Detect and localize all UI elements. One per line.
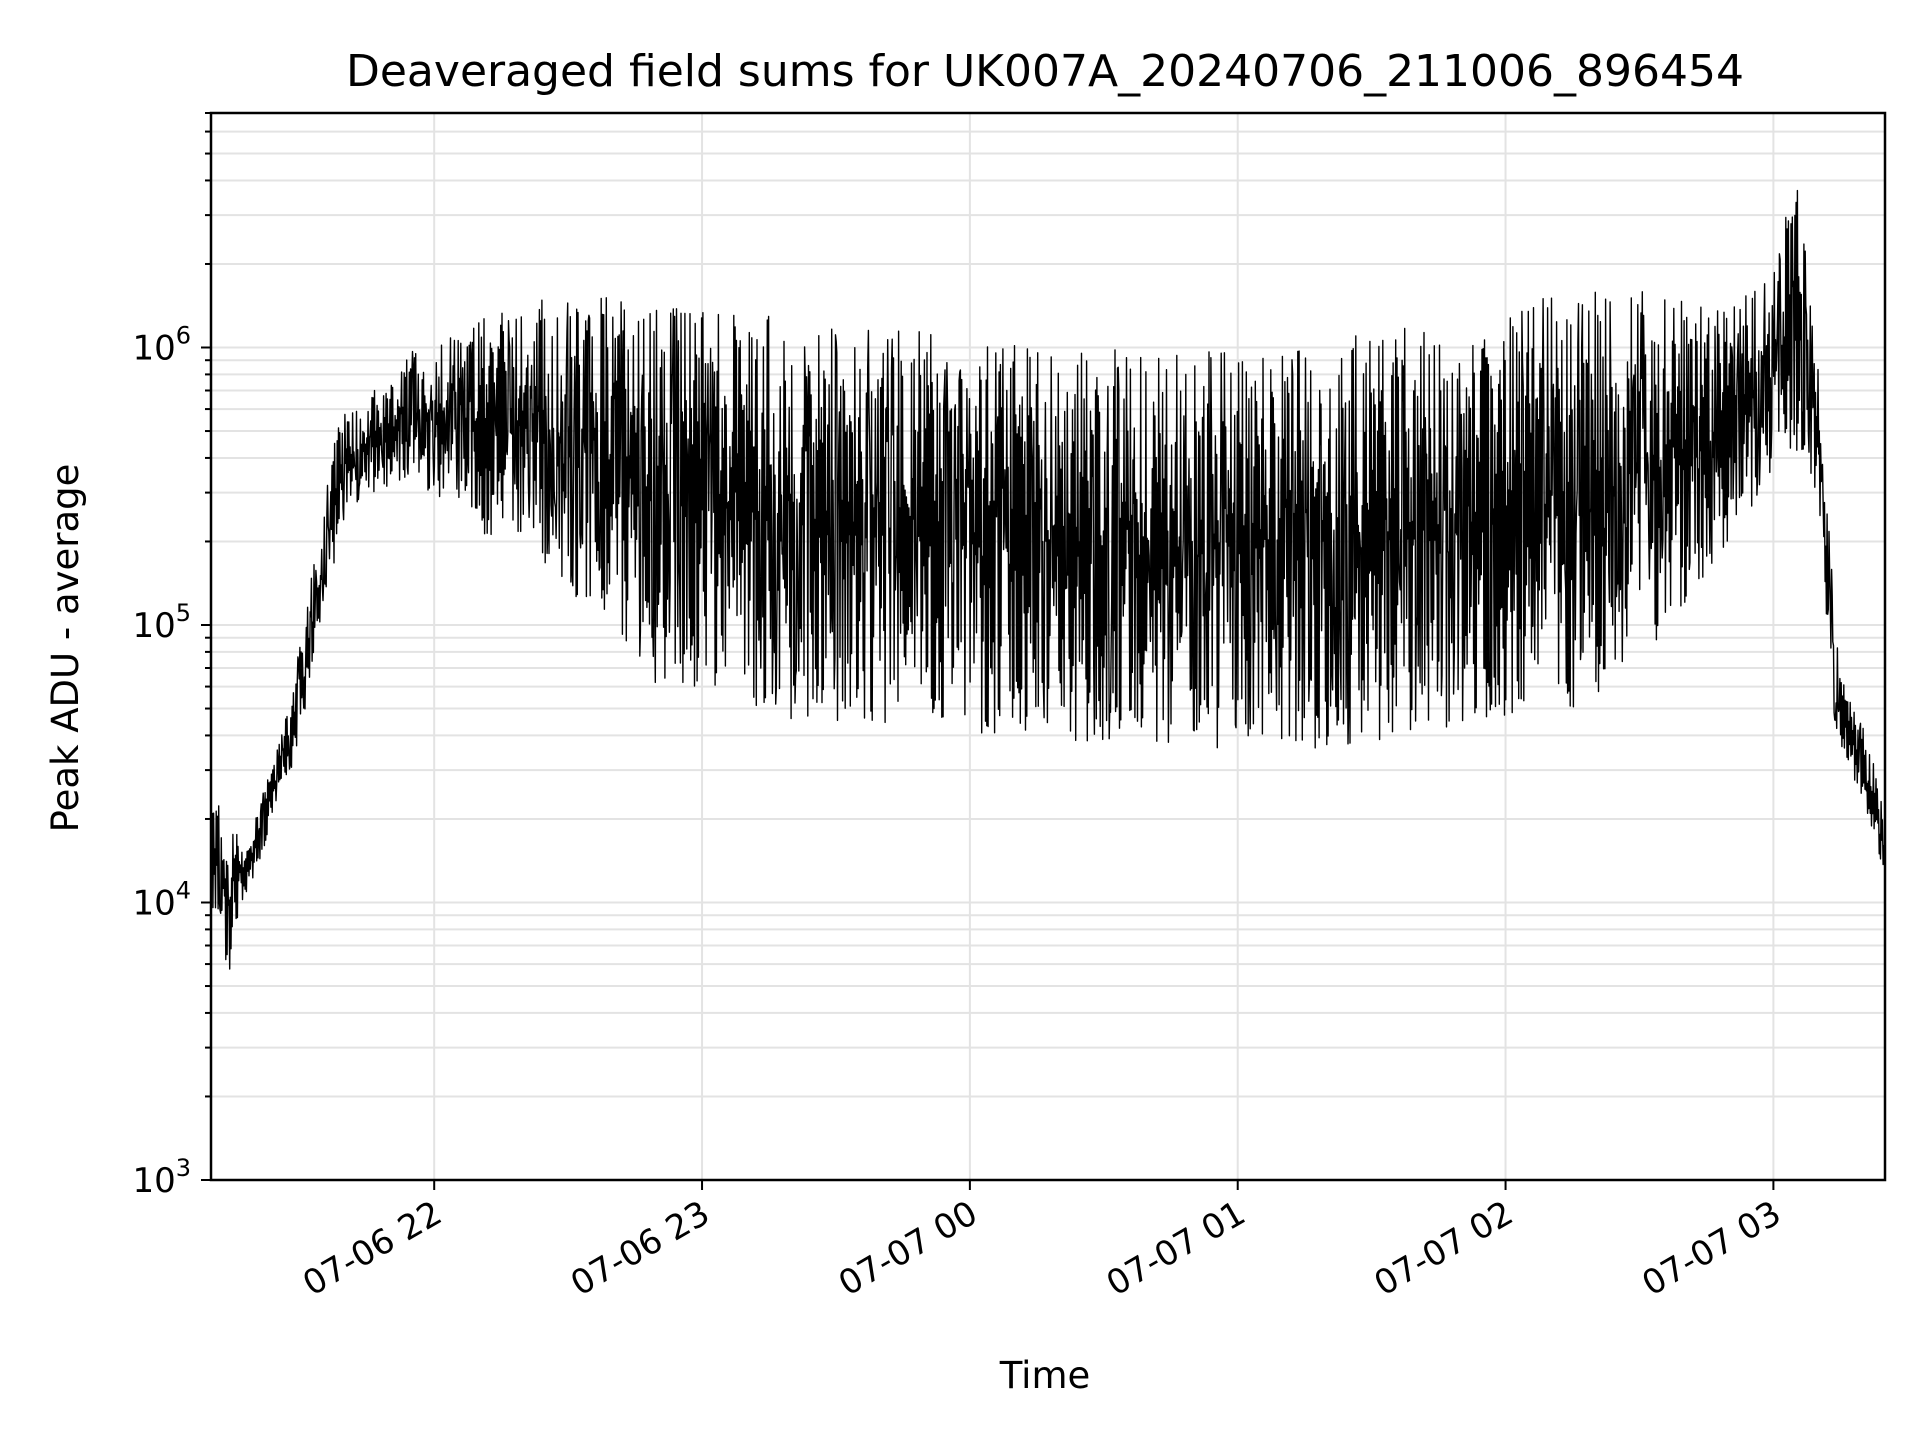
y-axis-label: Peak ADU - average — [44, 464, 87, 833]
plot-frame — [209, 111, 1887, 1182]
y-tick-label: 103 — [132, 1154, 191, 1201]
y-tick-label: 105 — [132, 599, 191, 646]
x-tick-label: 07-07 00 — [832, 1193, 984, 1304]
x-tick-label: 07-06 23 — [564, 1193, 716, 1304]
chart-title: Deaveraged field sums for UK007A_2024070… — [346, 46, 1744, 97]
x-tick-label: 07-06 22 — [296, 1193, 448, 1304]
y-axis: 103 104 105 106 — [132, 112, 211, 1201]
x-tick-label: 07-07 02 — [1368, 1193, 1520, 1304]
x-tick-label: 07-07 01 — [1100, 1193, 1252, 1304]
x-tick-label: 07-07 03 — [1636, 1193, 1788, 1304]
data-series — [210, 189, 1886, 970]
x-axis-label: Time — [999, 1354, 1091, 1397]
y-tick-label: 106 — [132, 322, 191, 369]
y-tick-label: 104 — [132, 877, 191, 924]
series-line — [210, 189, 1886, 970]
x-axis: 07-06 22 07-06 23 07-07 00 07-07 01 07-07 02… — [296, 1180, 1788, 1304]
